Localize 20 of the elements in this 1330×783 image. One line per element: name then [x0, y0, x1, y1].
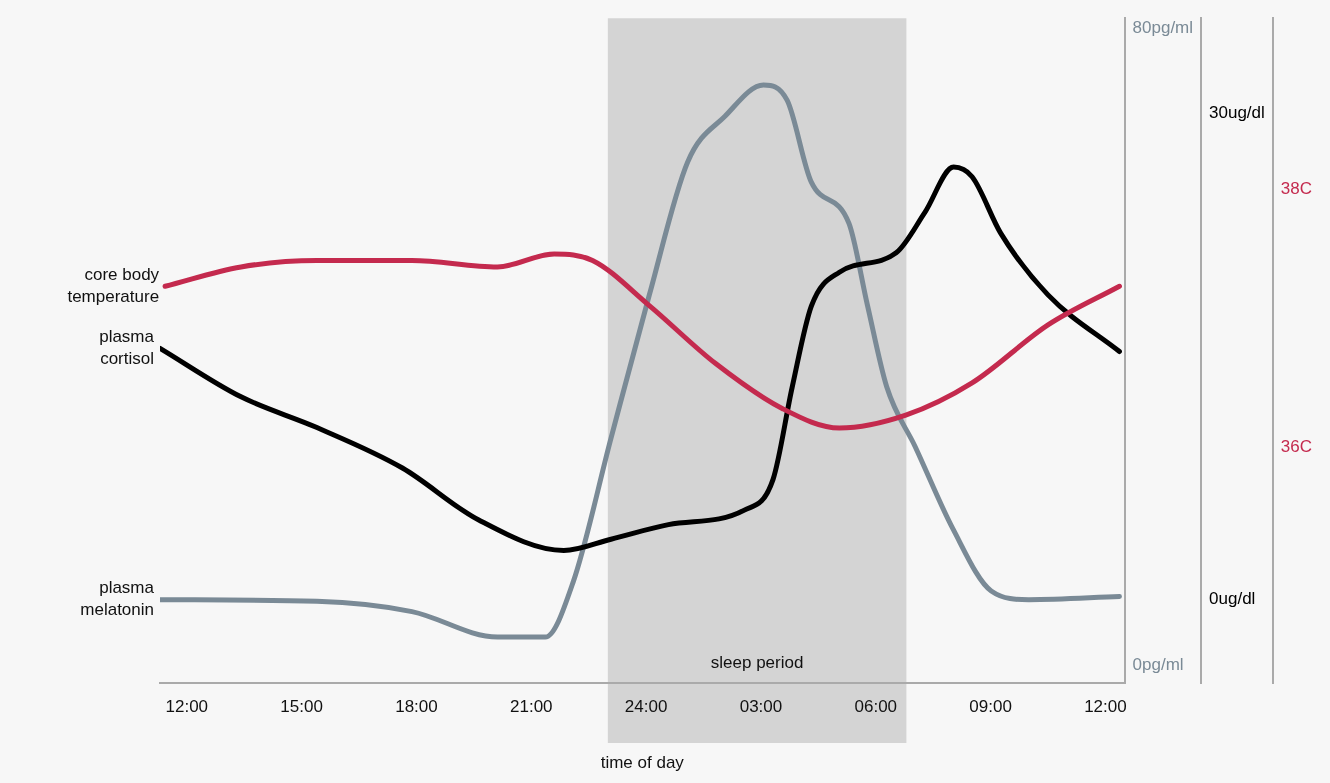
x-tick-label: 06:00	[854, 697, 898, 717]
y3-tick-label: 80pg/ml	[1132, 18, 1194, 38]
y-tick-label: 30ug/dl	[1209, 103, 1265, 123]
series-label: plasma melatonin	[80, 578, 155, 620]
x-tick-label: 12:00	[165, 697, 209, 717]
x-tick-label: 12:00	[1084, 697, 1127, 717]
x-tick-label: 09:00	[969, 697, 1012, 717]
x-tick-label: 03:00	[739, 697, 783, 717]
x-tick-label: 15:00	[280, 697, 323, 717]
y-tick-label: 0ug/dl	[1209, 588, 1256, 608]
series-label: core body temperature	[67, 264, 160, 306]
series-label: plasma cortisol	[99, 326, 155, 368]
y2-tick-label: 36C	[1280, 437, 1312, 457]
y2-tick-label: 38C	[1280, 179, 1312, 199]
x-tick-label: 24:00	[624, 697, 668, 717]
y3-tick-label: 0pg/ml	[1132, 654, 1184, 674]
x-tick-label: 18:00	[395, 697, 438, 717]
band-label: sleep period	[710, 652, 804, 672]
x-tick-label: 21:00	[510, 697, 553, 717]
x-axis-title: time of day	[600, 753, 685, 773]
